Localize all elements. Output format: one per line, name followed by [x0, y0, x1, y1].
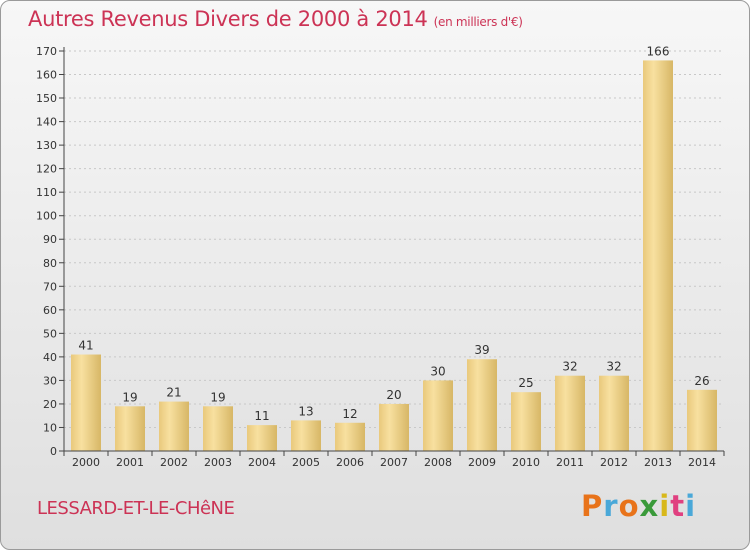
data-label: 166 — [647, 44, 670, 58]
x-tick-label: 2012 — [600, 456, 628, 469]
bar-2005 — [291, 420, 321, 451]
y-tick-label: 0 — [50, 445, 57, 458]
logo-letter: i — [659, 489, 671, 523]
chart-title-text: Autres Revenus Divers de 2000 à 2014 — [28, 7, 428, 31]
y-tick-label: 120 — [36, 163, 57, 176]
bar-2011 — [555, 375, 585, 451]
data-label: 19 — [122, 390, 137, 404]
data-label: 21 — [166, 386, 181, 400]
y-tick-label: 20 — [43, 398, 57, 411]
logo-letter: P — [581, 489, 604, 523]
x-tick-label: 2002 — [160, 456, 188, 469]
x-tick-label: 2000 — [72, 456, 100, 469]
logo-letter: x — [639, 489, 660, 523]
bars — [71, 60, 717, 451]
data-label: 20 — [386, 388, 401, 402]
data-label: 30 — [430, 364, 445, 378]
x-tick-label: 2014 — [688, 456, 716, 469]
data-label: 13 — [298, 404, 313, 418]
x-tick-label: 2007 — [380, 456, 408, 469]
y-tick-label: 70 — [43, 280, 57, 293]
data-label: 32 — [606, 360, 621, 374]
data-label: 26 — [694, 374, 709, 388]
x-tick-label: 2004 — [248, 456, 276, 469]
y-tick-label: 10 — [43, 421, 57, 434]
chart-unit-note: (en milliers d'€) — [433, 15, 523, 29]
bar-2014 — [687, 389, 717, 451]
x-tick-label: 2005 — [292, 456, 320, 469]
bar-2003 — [203, 406, 233, 451]
labels: 0 10 20 30 40 50 60 70 80 90 100 110 120 130 140 150 160… — [36, 44, 716, 469]
data-label: 32 — [562, 360, 577, 374]
x-tick-label: 2008 — [424, 456, 452, 469]
y-tick-label: 80 — [43, 257, 57, 270]
x-tick-label: 2011 — [556, 456, 584, 469]
x-tick-label: 2013 — [644, 456, 672, 469]
x-tick-label: 2001 — [116, 456, 144, 469]
data-label: 39 — [474, 343, 489, 357]
bar-2002 — [159, 401, 189, 451]
x-tick-label: 2010 — [512, 456, 540, 469]
bar-2001 — [115, 406, 145, 451]
data-label: 25 — [518, 376, 533, 390]
data-label: 41 — [78, 339, 93, 353]
x-tick-label: 2003 — [204, 456, 232, 469]
y-tick-label: 60 — [43, 304, 57, 317]
bar-2006 — [335, 422, 365, 451]
grid-lines — [64, 50, 724, 428]
proxiti-logo[interactable]: Proxiti — [581, 489, 696, 523]
x-tick-label: 2006 — [336, 456, 364, 469]
y-tick-label: 40 — [43, 351, 57, 364]
y-tick-label: 90 — [43, 233, 57, 246]
chart-title: Autres Revenus Divers de 2000 à 2014 (en … — [28, 7, 523, 31]
bar-2013 — [643, 60, 673, 451]
bar-2007 — [379, 403, 409, 451]
data-label: 19 — [210, 390, 225, 404]
bar-2008 — [423, 380, 453, 451]
y-tick-label: 160 — [36, 69, 57, 82]
y-tick-label: 50 — [43, 327, 57, 340]
y-tick-label: 30 — [43, 374, 57, 387]
data-label: 12 — [342, 407, 357, 421]
bar-2009 — [467, 359, 497, 451]
y-tick-label: 170 — [36, 45, 57, 58]
bar-2004 — [247, 425, 277, 451]
bar-2012 — [599, 375, 629, 451]
x-tick-label: 2009 — [468, 456, 496, 469]
logo-letter: o — [618, 489, 640, 523]
axes — [59, 47, 725, 456]
data-label: 11 — [254, 409, 269, 423]
logo-letter: t — [670, 489, 686, 523]
commune-name: LESSARD-ET-LE-CHêNE — [37, 498, 235, 519]
y-tick-label: 140 — [36, 116, 57, 129]
y-tick-label: 150 — [36, 92, 57, 105]
bar-2000 — [71, 354, 101, 451]
y-tick-label: 110 — [36, 186, 57, 199]
logo-letter: r — [603, 489, 619, 523]
bar-2010 — [511, 392, 541, 451]
y-tick-label: 100 — [36, 210, 57, 223]
logo-letter: i — [685, 489, 697, 523]
y-tick-label: 130 — [36, 139, 57, 152]
